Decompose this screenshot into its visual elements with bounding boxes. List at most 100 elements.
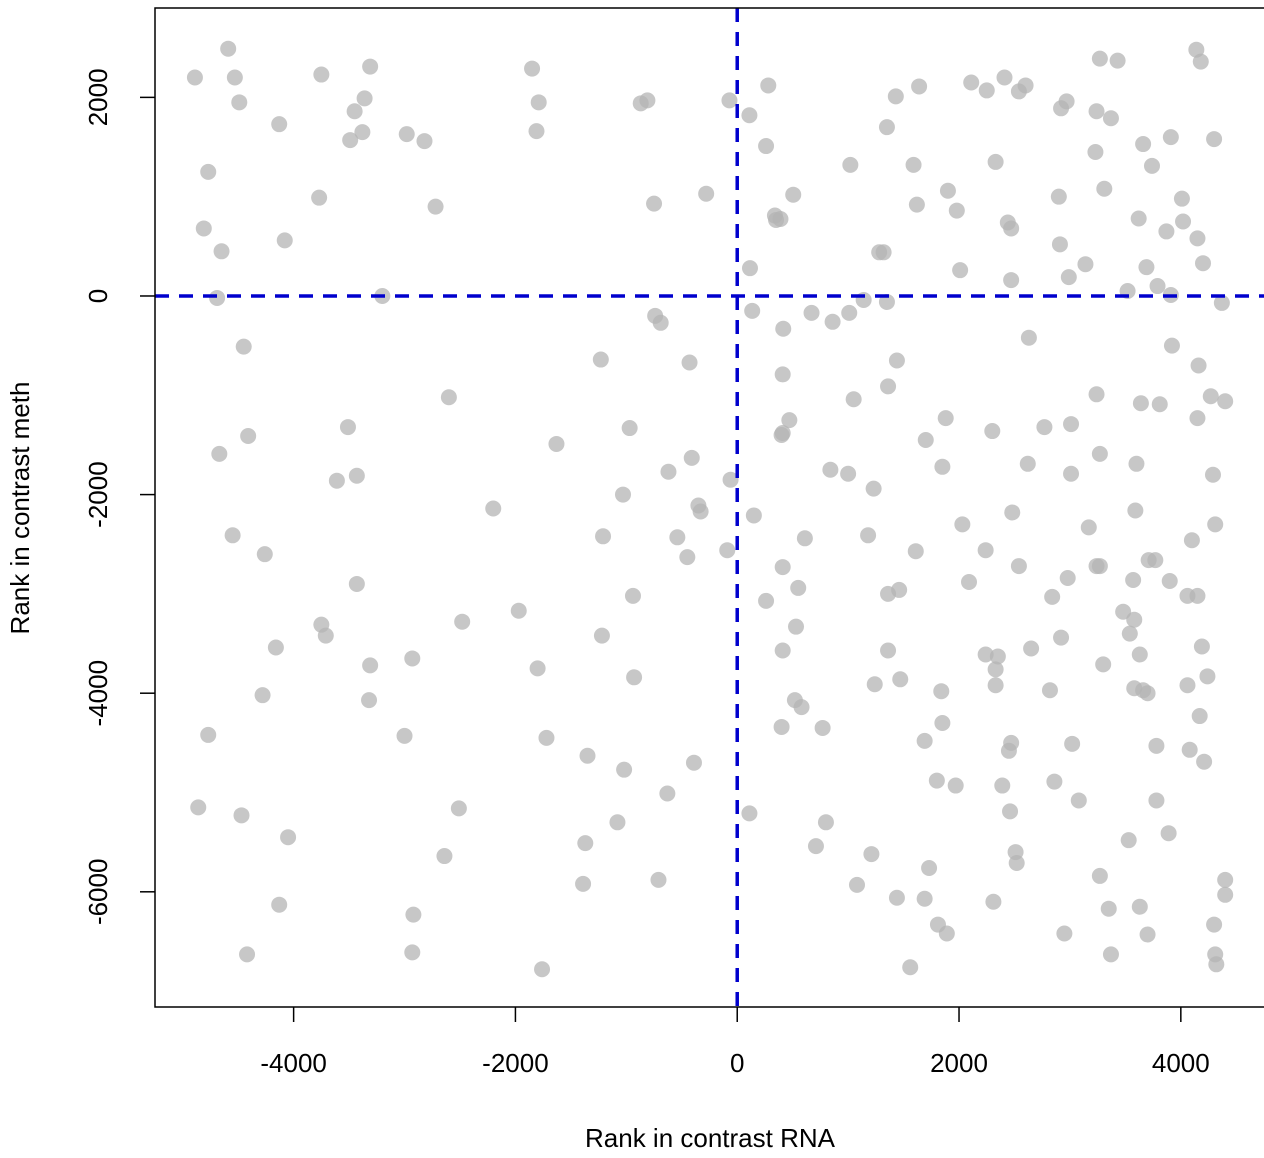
point	[774, 559, 791, 576]
point	[1162, 129, 1179, 146]
point	[220, 40, 237, 57]
point	[1059, 570, 1076, 587]
point	[902, 959, 919, 976]
point	[984, 423, 1001, 440]
y-tick-label: -2000	[83, 461, 113, 528]
point	[1161, 572, 1178, 589]
point	[772, 211, 789, 228]
point	[1206, 131, 1223, 148]
point	[271, 116, 288, 133]
point	[788, 618, 805, 635]
point	[427, 198, 444, 215]
point	[311, 189, 328, 206]
point	[538, 729, 555, 746]
point	[1192, 53, 1209, 70]
point	[1051, 236, 1068, 253]
point	[548, 435, 565, 452]
point	[845, 391, 862, 408]
point	[328, 472, 345, 489]
point	[339, 419, 356, 436]
point	[1019, 455, 1036, 472]
point	[1193, 638, 1210, 655]
point	[195, 220, 212, 237]
point	[977, 542, 994, 559]
point	[1003, 734, 1020, 751]
point	[1131, 898, 1148, 915]
point	[1008, 855, 1025, 872]
point	[1002, 803, 1019, 820]
point	[1131, 646, 1148, 663]
point	[947, 777, 964, 794]
point	[841, 304, 858, 321]
point	[317, 627, 334, 644]
point	[213, 243, 230, 260]
point	[719, 542, 736, 559]
point	[256, 546, 273, 563]
point	[646, 195, 663, 212]
point	[994, 777, 1011, 794]
point	[186, 69, 203, 86]
point	[650, 871, 667, 888]
point	[1206, 916, 1223, 933]
point	[624, 587, 641, 604]
point	[1139, 685, 1156, 702]
point	[908, 196, 925, 213]
point	[616, 761, 633, 778]
point	[934, 458, 951, 475]
point	[1046, 773, 1063, 790]
point	[758, 592, 775, 609]
point	[878, 293, 895, 310]
point	[346, 103, 363, 120]
point	[1088, 103, 1105, 120]
point	[1050, 188, 1067, 205]
point	[878, 119, 895, 136]
point	[577, 835, 594, 852]
point	[1023, 640, 1040, 657]
x-tick-label: 0	[730, 1048, 744, 1078]
point	[510, 602, 527, 619]
point	[1003, 272, 1020, 289]
point	[887, 88, 904, 105]
point	[842, 156, 859, 173]
point	[1120, 832, 1137, 849]
point	[1173, 190, 1190, 207]
point	[996, 69, 1013, 86]
point	[741, 260, 758, 277]
point	[1095, 656, 1112, 673]
point	[933, 683, 950, 700]
point	[985, 893, 1002, 910]
point	[1147, 552, 1164, 569]
point	[1148, 792, 1165, 809]
plot-frame	[154, 7, 1264, 1008]
y-tick-label: 2000	[83, 68, 113, 126]
point	[348, 467, 365, 484]
point	[593, 627, 610, 644]
x-axis-label: Rank in contrast RNA	[585, 1123, 836, 1153]
point	[1128, 455, 1145, 472]
point	[760, 77, 777, 94]
point	[575, 875, 592, 892]
point	[235, 338, 252, 355]
point	[240, 428, 257, 445]
point	[1020, 329, 1037, 346]
y-axis-label: Rank in contrast meth	[5, 382, 35, 635]
point	[796, 530, 813, 547]
point	[1148, 737, 1165, 754]
point	[1109, 52, 1126, 69]
point	[404, 650, 421, 667]
point	[1077, 256, 1094, 273]
point	[907, 543, 924, 560]
point	[934, 714, 951, 731]
point	[1199, 668, 1216, 685]
point	[917, 431, 934, 448]
point	[865, 480, 882, 497]
point	[987, 677, 1004, 694]
point	[1087, 143, 1104, 160]
point	[200, 163, 217, 180]
point	[226, 69, 243, 86]
point	[485, 500, 502, 517]
point	[231, 94, 248, 111]
point	[803, 304, 820, 321]
point	[911, 78, 928, 95]
x-tick-label: -4000	[260, 1048, 327, 1078]
